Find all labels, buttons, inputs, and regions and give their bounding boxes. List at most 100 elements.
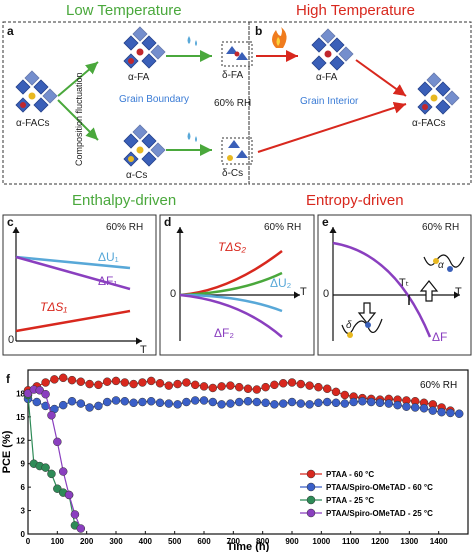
legend-entry: PTAA/Spiro-OMeTAD - 60 °C: [326, 483, 433, 492]
du1-curve: [15, 255, 131, 270]
afacs-right-crystal: [418, 73, 459, 114]
panel-c-origin: 0: [8, 334, 15, 346]
data-point: [58, 373, 68, 383]
data-point: [41, 401, 50, 411]
enthalpy-title: Enthalpy-driven: [72, 192, 177, 209]
data-point: [190, 380, 200, 390]
data-point: [111, 376, 121, 386]
data-point: [208, 397, 218, 407]
data-point: [314, 398, 323, 408]
legend-entry: PTAA/Spiro-OMeTAD - 25 °C: [326, 509, 433, 518]
panel-c-label: c: [7, 215, 14, 229]
entropy-title: Entropy-driven: [306, 192, 404, 209]
panel-d-frame: [159, 214, 315, 356]
data-point: [261, 398, 270, 408]
data-point: [76, 399, 86, 408]
panels-cde: [2, 214, 472, 356]
data-point: [129, 379, 138, 389]
legend-marker: [306, 482, 316, 492]
data-point: [182, 397, 191, 407]
data-point: [278, 399, 288, 408]
data-point: [393, 400, 402, 410]
afa-right-label: α-FA: [316, 72, 338, 83]
x-tick-label: 400: [139, 537, 153, 546]
grain-boundary-label: Grain Boundary: [119, 94, 190, 105]
up-arrow-icon: [419, 280, 439, 302]
dfa-label: δ-FA: [222, 70, 244, 81]
du2-label: ΔU₂: [270, 276, 292, 290]
data-point: [199, 382, 209, 391]
legend-marker: [306, 469, 316, 479]
data-point: [437, 407, 446, 417]
data-point: [41, 389, 50, 399]
data-point: [340, 390, 350, 400]
panel-d-label: d: [164, 215, 172, 229]
x-tick-label: 700: [227, 537, 241, 546]
low-temperature-title: Low Temperature: [66, 2, 182, 19]
data-point: [67, 396, 77, 406]
grain-interior-label: Grain Interior: [300, 96, 359, 107]
down-arrow-icon: [357, 302, 377, 324]
data-point: [340, 399, 350, 408]
df-curve: [332, 241, 432, 338]
data-point: [58, 400, 68, 410]
composition-fluctuation-label: Composition fluctuation: [74, 72, 84, 166]
data-point: [208, 383, 218, 393]
panel-c-t-axis: T: [140, 344, 147, 356]
data-point: [384, 399, 394, 408]
data-point: [199, 396, 209, 405]
data-point: [182, 378, 191, 387]
data-point: [366, 397, 376, 407]
afa-right-crystal: [312, 29, 353, 70]
x-tick-label: 300: [109, 537, 123, 546]
data-point: [190, 396, 200, 405]
x-tick-label: 900: [285, 537, 299, 546]
high-temperature-title: High Temperature: [296, 2, 415, 19]
data-point: [287, 397, 297, 407]
panel-e-origin: 0: [323, 288, 330, 300]
water-drop-icon: [187, 36, 197, 142]
data-point: [76, 524, 86, 533]
data-point: [287, 378, 297, 387]
pce-chart: 0 100 200 300 400 500 600 700 800 900 1000 1100 1200…: [1, 369, 469, 552]
acs-crystal: [124, 125, 165, 166]
panel-e-rh: 60% RH: [422, 222, 460, 233]
data-point: [64, 490, 74, 500]
data-point: [270, 380, 279, 390]
data-point: [50, 375, 59, 384]
panel-c-rh: 60% RH: [106, 222, 144, 233]
afa-crystal: [124, 27, 165, 68]
data-point: [296, 379, 306, 389]
data-point: [322, 384, 332, 393]
chart-frame: [27, 369, 469, 535]
x-tick-label: 1100: [342, 537, 360, 546]
data-point: [23, 389, 33, 398]
data-point: [278, 379, 288, 388]
df-label: ΔF: [432, 330, 448, 344]
y-tick-label: 12: [16, 436, 25, 445]
data-point: [155, 398, 165, 408]
panel-d-t-axis: T: [300, 286, 307, 298]
afacs-right-label: α-FACs: [412, 118, 446, 129]
df2-label: ΔF₂: [214, 326, 235, 340]
data-point: [120, 378, 130, 387]
rh-label-ab: 60% RH: [214, 98, 252, 109]
df1-curve: [15, 255, 131, 291]
data-point: [94, 401, 103, 411]
panel-f-label: f: [6, 372, 10, 386]
data-point: [94, 380, 103, 390]
data-point: [32, 397, 42, 407]
y-axis-label: PCE (%): [1, 430, 13, 473]
data-point: [58, 467, 68, 476]
data-point: [102, 397, 112, 407]
x-tick-label: 1400: [430, 537, 448, 546]
x-tick-label: 1200: [371, 537, 389, 546]
data-point: [305, 381, 314, 390]
acs-label: α-Cs: [126, 170, 148, 181]
data-point: [70, 510, 80, 519]
df1-label: ΔF₁: [98, 274, 118, 288]
afacs-left-crystal: [16, 71, 57, 112]
data-point: [129, 398, 138, 408]
dfa-crystal: [221, 41, 253, 67]
flame-icon: [272, 27, 287, 48]
